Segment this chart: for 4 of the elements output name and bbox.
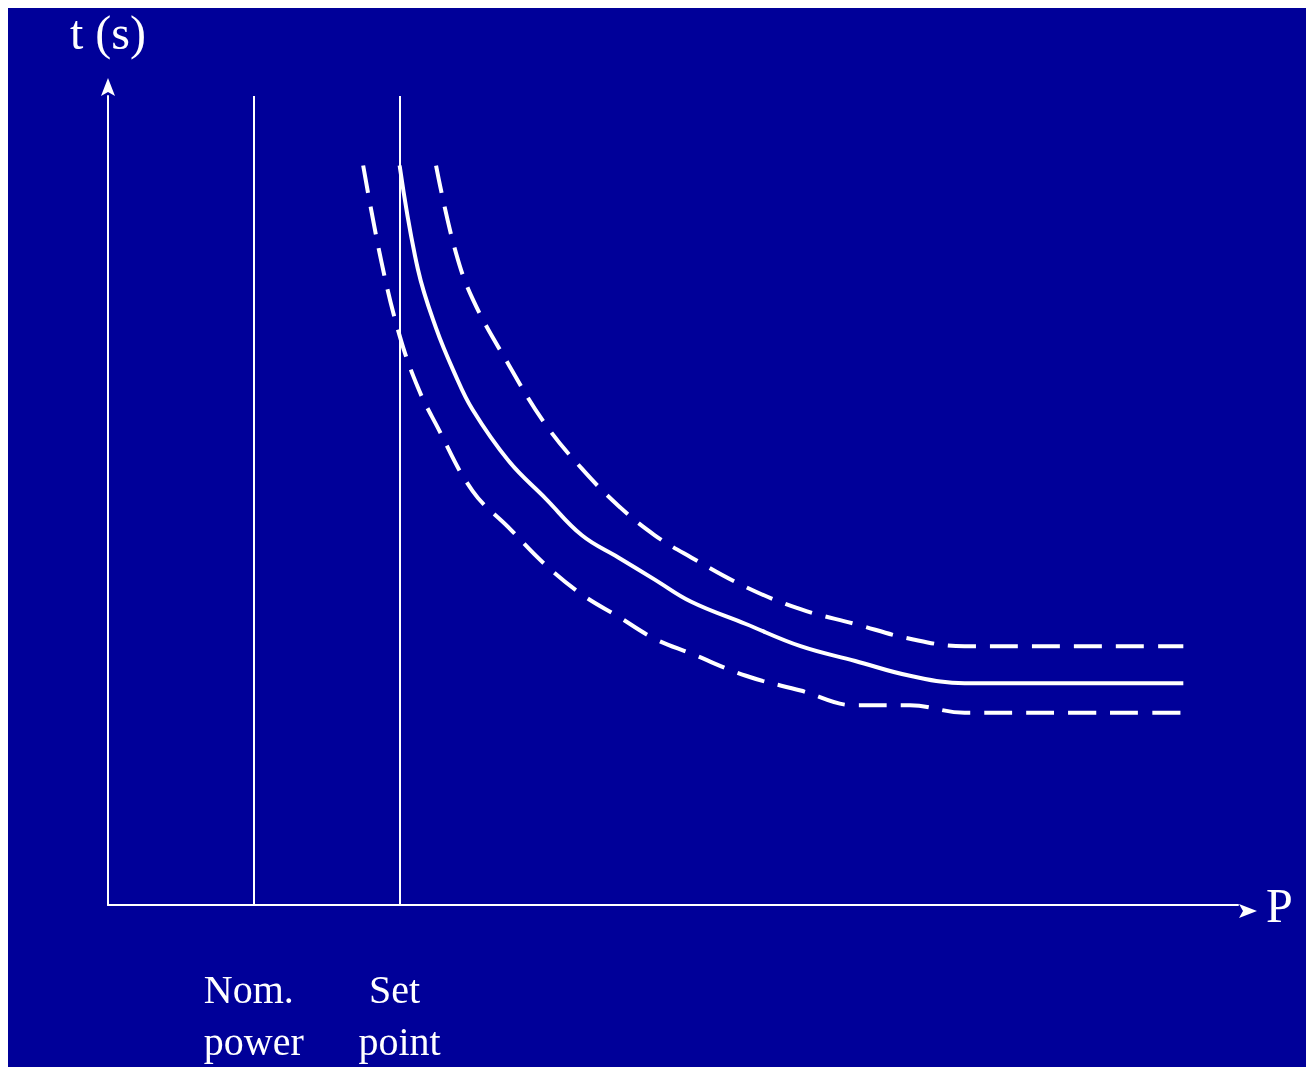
x-tick-label: Set point [358, 966, 441, 1064]
x-axis-title: P [1266, 878, 1293, 932]
y-axis-title: t (s) [70, 5, 146, 60]
x-tick-label: Nom. power [203, 966, 304, 1064]
